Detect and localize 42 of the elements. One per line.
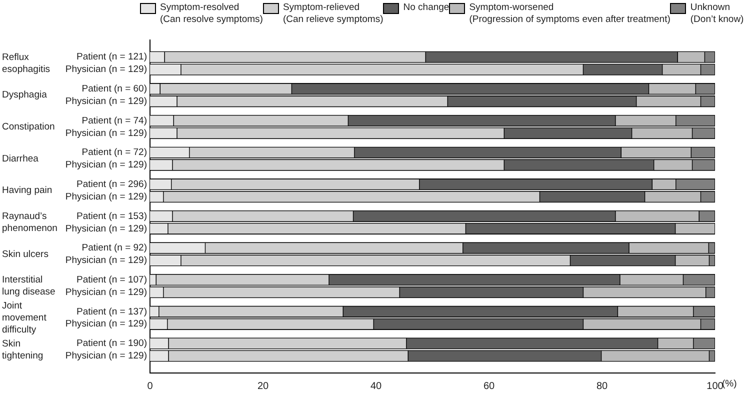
text: Constipation [2, 122, 55, 133]
y-tick-label: Physician (n = 129) [65, 350, 147, 362]
y-tick-label: Physician (n = 129) [65, 318, 147, 330]
legend-label: Symptom-relieved (Can relieve symptoms) [282, 2, 384, 26]
y-tick-label: Patient (n = 72) [82, 147, 147, 158]
y-tick-label: Patient (n = 121) [76, 52, 147, 63]
y-tick-label: Patient (n = 107) [76, 274, 147, 286]
y-tick-label: Patient (n = 74) [82, 115, 147, 126]
x-tick-label: 100 [706, 380, 724, 392]
y-tick-label: Patient (n = 137) [76, 306, 147, 318]
y-tick-label: Patient (n = 296) [76, 178, 147, 190]
y-tick-label: Physician (n = 129) [65, 64, 147, 76]
text: Interstitial lung disease [2, 274, 56, 298]
text: Diarrhea [2, 153, 40, 164]
y-tick-label: Physician (n = 129) [65, 191, 147, 202]
text: Dysphagia [2, 90, 48, 101]
y-tick-label: Physician (n = 129) [65, 255, 147, 266]
legend-label: No change [403, 2, 450, 14]
y-tick-label: Patient (n = 190) [76, 338, 147, 350]
text: Joint movement difficulty [2, 300, 47, 336]
text: Skin tightening [2, 338, 44, 362]
x-tick-label: 40 [370, 380, 382, 392]
text: Skin ulcers [2, 248, 49, 260]
y-tick-label: Patient (n = 92) [82, 242, 147, 254]
x-tick-label: 0 [147, 380, 154, 392]
legend-label: Unknown (Don’t know) [690, 2, 744, 26]
y-tick-label: Physician (n = 129) [65, 223, 147, 234]
x-tick-label: 60 [483, 380, 495, 392]
y-tick-label: Patient (n = 60) [82, 84, 147, 95]
y-tick-label: Physician (n = 129) [65, 128, 147, 139]
text: Having pain [2, 185, 52, 196]
legend-label: Symptom-worsened (Progression of symptoms even after treatment) [469, 2, 670, 26]
text: Raynaud’s phenomenon [2, 211, 58, 234]
x-tick-label: 20 [257, 380, 269, 392]
x-tick-label: 80 [596, 380, 608, 392]
x-axis-title: (%) [722, 378, 737, 390]
y-tick-label: Patient (n = 153) [76, 210, 147, 222]
y-tick-label: Physician (n = 129) [65, 96, 147, 107]
y-tick-label: Physician (n = 129) [65, 160, 147, 171]
text: Reflux esophagitis [2, 52, 50, 75]
legend-label: Symptom-resolved (Can resolve symptoms) [160, 2, 263, 26]
y-tick-label: Physician (n = 129) [65, 286, 147, 298]
